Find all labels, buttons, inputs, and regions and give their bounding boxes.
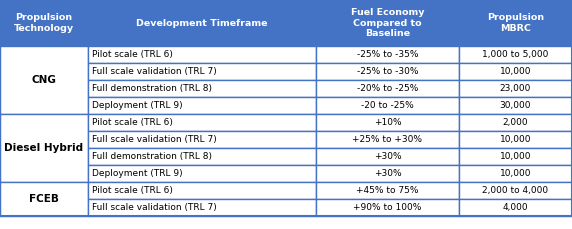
Bar bbox=[316, 114, 459, 131]
Bar bbox=[459, 199, 572, 216]
Bar bbox=[88, 165, 316, 182]
Bar bbox=[316, 148, 459, 165]
Bar bbox=[88, 0, 316, 46]
Bar bbox=[316, 165, 459, 182]
Bar bbox=[459, 114, 572, 131]
Text: Pilot scale (TRL 6): Pilot scale (TRL 6) bbox=[92, 50, 173, 59]
Text: Full scale validation (TRL 7): Full scale validation (TRL 7) bbox=[92, 67, 217, 76]
Text: 1,000 to 5,000: 1,000 to 5,000 bbox=[482, 50, 549, 59]
Bar bbox=[0, 182, 88, 216]
Bar bbox=[316, 46, 459, 63]
Bar bbox=[88, 199, 316, 216]
Bar bbox=[88, 46, 316, 63]
Text: Full demonstration (TRL 8): Full demonstration (TRL 8) bbox=[92, 152, 212, 161]
Bar bbox=[459, 148, 572, 165]
Bar bbox=[316, 131, 459, 148]
Text: 10,000: 10,000 bbox=[500, 169, 531, 178]
Bar bbox=[88, 97, 316, 114]
Bar bbox=[88, 182, 316, 199]
Bar bbox=[0, 114, 88, 182]
Bar bbox=[316, 0, 459, 46]
Text: +10%: +10% bbox=[374, 118, 402, 127]
Bar bbox=[459, 97, 572, 114]
Text: FCEB: FCEB bbox=[29, 194, 59, 204]
Bar bbox=[88, 63, 316, 80]
Bar bbox=[316, 182, 459, 199]
Text: -20% to -25%: -20% to -25% bbox=[357, 84, 418, 93]
Text: Propulsion
MBRC: Propulsion MBRC bbox=[487, 13, 544, 33]
Text: +30%: +30% bbox=[374, 152, 402, 161]
Text: 10,000: 10,000 bbox=[500, 152, 531, 161]
Text: -20 to -25%: -20 to -25% bbox=[361, 101, 414, 110]
Text: Full scale validation (TRL 7): Full scale validation (TRL 7) bbox=[92, 203, 217, 212]
Text: Pilot scale (TRL 6): Pilot scale (TRL 6) bbox=[92, 118, 173, 127]
Text: Fuel Economy
Compared to
Baseline: Fuel Economy Compared to Baseline bbox=[351, 8, 424, 38]
Text: -25% to -35%: -25% to -35% bbox=[357, 50, 418, 59]
Text: 2,000 to 4,000: 2,000 to 4,000 bbox=[482, 186, 549, 195]
Bar bbox=[88, 131, 316, 148]
Bar bbox=[88, 114, 316, 131]
Bar bbox=[459, 0, 572, 46]
Bar bbox=[88, 80, 316, 97]
Text: Deployment (TRL 9): Deployment (TRL 9) bbox=[92, 101, 182, 110]
Text: 10,000: 10,000 bbox=[500, 67, 531, 76]
Bar bbox=[459, 80, 572, 97]
Bar bbox=[316, 199, 459, 216]
Text: +45% to 75%: +45% to 75% bbox=[356, 186, 419, 195]
Text: Deployment (TRL 9): Deployment (TRL 9) bbox=[92, 169, 182, 178]
Text: +30%: +30% bbox=[374, 169, 402, 178]
Text: 30,000: 30,000 bbox=[500, 101, 531, 110]
Bar bbox=[459, 63, 572, 80]
Bar bbox=[459, 182, 572, 199]
Text: 10,000: 10,000 bbox=[500, 135, 531, 144]
Bar bbox=[0, 46, 88, 114]
Bar bbox=[459, 46, 572, 63]
Bar bbox=[316, 97, 459, 114]
Bar bbox=[459, 165, 572, 182]
Text: +90% to 100%: +90% to 100% bbox=[353, 203, 422, 212]
Text: 4,000: 4,000 bbox=[503, 203, 529, 212]
Bar bbox=[316, 63, 459, 80]
Text: 23,000: 23,000 bbox=[500, 84, 531, 93]
Text: Development Timeframe: Development Timeframe bbox=[136, 19, 268, 27]
Text: CNG: CNG bbox=[31, 75, 57, 85]
Bar bbox=[88, 148, 316, 165]
Text: Full demonstration (TRL 8): Full demonstration (TRL 8) bbox=[92, 84, 212, 93]
Text: +25% to +30%: +25% to +30% bbox=[352, 135, 423, 144]
Text: Full scale validation (TRL 7): Full scale validation (TRL 7) bbox=[92, 135, 217, 144]
Text: -25% to -30%: -25% to -30% bbox=[357, 67, 418, 76]
Text: Propulsion
Technology: Propulsion Technology bbox=[14, 13, 74, 33]
Bar bbox=[0, 0, 88, 46]
Text: 2,000: 2,000 bbox=[503, 118, 529, 127]
Text: Pilot scale (TRL 6): Pilot scale (TRL 6) bbox=[92, 186, 173, 195]
Bar bbox=[316, 80, 459, 97]
Text: Diesel Hybrid: Diesel Hybrid bbox=[5, 143, 84, 153]
Bar bbox=[459, 131, 572, 148]
